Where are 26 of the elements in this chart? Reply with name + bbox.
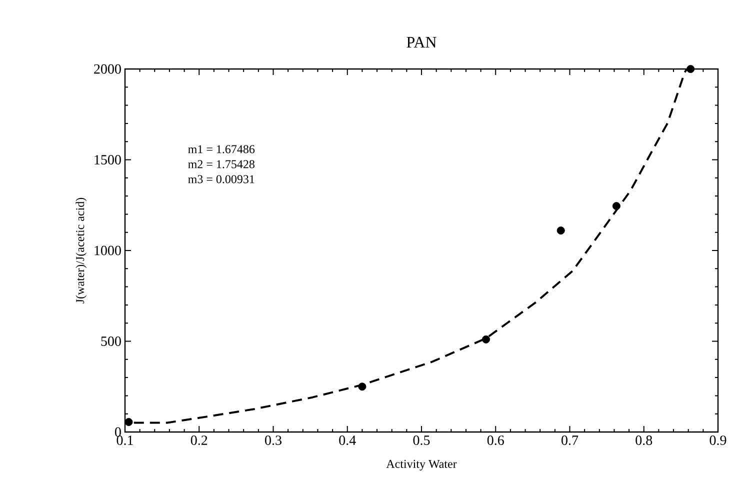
y-tick-label: 1000 [94,246,121,256]
point [124,418,133,426]
annotation: m2 = 1.75428 [188,160,254,168]
x-tick-label: 0.5 [413,436,430,446]
annotation: m1 = 1.67486 [188,145,255,154]
y-tick-label: 500 [101,336,121,346]
y-tick-label: 1500 [94,155,121,164]
y-tick-label: 2000 [94,64,121,74]
annotation: m3 = 0.00931 [188,175,254,184]
x-tick-label: 0.4 [339,436,356,446]
point [482,335,490,344]
point [556,226,565,235]
point [686,65,695,73]
y-axis-title: J(water)/J(acetic acid) [76,198,87,304]
x-tick-label: 0.1 [116,436,133,446]
x-tick-label: 0.8 [636,436,652,446]
y-tick-label: 0 [115,427,121,437]
point [612,202,620,210]
x-tick-label: 0.9 [710,436,726,446]
chart-title: PAN [406,36,436,48]
x-tick-label: 0.7 [562,436,578,446]
point [358,382,366,391]
x-tick-label: 0.6 [487,436,504,446]
x-tick-label: 0.2 [190,436,208,446]
x-axis-title: Activity Water [386,460,457,470]
x-tick-label: 0.3 [265,436,282,446]
